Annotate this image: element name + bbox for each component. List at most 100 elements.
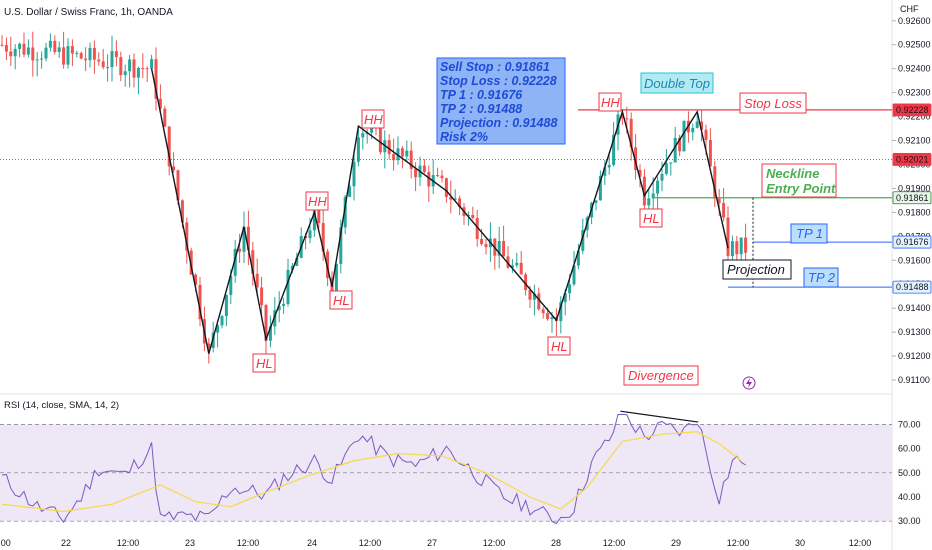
divergence-label[interactable]: Divergence (623, 365, 699, 386)
candle-body (92, 47, 96, 60)
tp1-label[interactable]: TP 1 (790, 223, 828, 244)
candle-body (537, 293, 541, 310)
candle-body (238, 248, 242, 252)
candle-body (132, 59, 136, 78)
candle-body (581, 230, 585, 251)
candle-body (123, 71, 127, 76)
candle-body (713, 166, 717, 199)
time-tick-label: 12:00 (237, 538, 260, 548)
candle-body (26, 47, 30, 55)
swing-label-text: HH (364, 112, 383, 127)
price-tick-label: 0.91900 (898, 183, 931, 193)
price-tag-background (892, 191, 932, 205)
candle-body (700, 121, 704, 130)
divergence-line[interactable] (620, 410, 699, 423)
candle-body (106, 67, 110, 69)
neckline-label[interactable]: Neckline Entry Point (761, 163, 837, 198)
candle-body (484, 244, 488, 248)
candle-body (207, 343, 211, 348)
candle-body (559, 302, 563, 322)
swing-label-text: HL (333, 293, 350, 308)
candle-body (546, 313, 550, 320)
candle-body (735, 241, 739, 255)
stop-loss-label[interactable]: Stop Loss (739, 92, 807, 114)
info-line: Risk 2% (440, 130, 488, 144)
candle-body (163, 108, 167, 127)
chart-title: U.S. Dollar / Swiss Franc, 1h, OANDA (4, 7, 173, 18)
candle-body (224, 294, 228, 317)
rsi-tick-label: 60.00 (898, 444, 921, 454)
candle-body (308, 230, 312, 239)
candle-body (436, 175, 440, 177)
info-line: Stop Loss : 0.92228 (440, 74, 557, 88)
candle-body (172, 166, 176, 171)
time-tick-label: 30 (795, 538, 805, 548)
candle-body (317, 202, 321, 224)
candle-body (673, 137, 677, 163)
candle-body (392, 154, 396, 161)
candle-body (343, 196, 347, 228)
swing-label-hh[interactable]: HH (361, 109, 385, 129)
candle-body (9, 51, 13, 57)
candle-body (708, 140, 712, 167)
candle-body (576, 250, 580, 266)
candle-body (4, 44, 8, 52)
candle-body (101, 61, 105, 68)
candle-body (726, 217, 730, 257)
price-tick-label: 0.91800 (898, 207, 931, 217)
candle-body (722, 203, 726, 218)
candle-body (660, 173, 664, 181)
time-tick-label: 23 (185, 538, 195, 548)
candle-body (167, 126, 171, 167)
candle-body (361, 133, 365, 138)
candle-body (40, 58, 44, 60)
swing-label-hh[interactable]: HH (598, 92, 622, 112)
double-top-background (640, 72, 714, 94)
time-tick-label: 12:00 (117, 538, 140, 548)
price-tag-label: 0.91676 (896, 237, 929, 247)
swing-label-hl[interactable]: HL (547, 336, 571, 356)
candle-body (664, 163, 668, 174)
swing-label-text: HH (308, 194, 327, 209)
info-box[interactable]: Sell Stop : 0.91861 Stop Loss : 0.92228 … (436, 57, 566, 145)
candle-body (0, 44, 4, 46)
candle-body (242, 226, 246, 252)
candle-body (634, 147, 638, 170)
rsi-tick-label: 50.00 (898, 468, 921, 478)
double-top-text: Double Top (644, 76, 710, 91)
candle-body (70, 46, 74, 54)
tp2-text: TP 2 (808, 270, 836, 285)
swing-label-hh[interactable]: HH (305, 191, 329, 211)
rsi-tick-label: 30.00 (898, 516, 921, 526)
swing-label-hl[interactable]: HL (329, 290, 353, 310)
candle-body (119, 57, 123, 76)
time-axis[interactable]: 2:00 22 12:00 23 12:00 24 12:00 27 12:00 28 12:00 2… (0, 538, 871, 548)
candle-body (356, 137, 360, 162)
time-tick-label: 12:00 (359, 538, 382, 548)
swing-label-hl[interactable]: HL (252, 353, 276, 373)
candle-body (607, 165, 611, 168)
rsi-line (1, 413, 746, 525)
entry-point-text: Entry Point (766, 181, 836, 196)
candle-body (471, 215, 475, 219)
candle-body (180, 200, 184, 223)
candle-body (158, 98, 162, 109)
candle-body (22, 43, 26, 55)
alert-icon[interactable] (742, 376, 756, 390)
rsi-title: RSI (14, close, SMA, 14, 2) (4, 400, 119, 411)
double-top-label[interactable]: Double Top (640, 72, 714, 94)
price-tag-background (892, 235, 932, 249)
candle-body (57, 47, 61, 53)
candle-body (612, 134, 616, 166)
price-tick-label: 0.91200 (898, 351, 931, 361)
tp2-label[interactable]: TP 2 (803, 267, 839, 288)
swing-label-text: HL (643, 211, 660, 226)
candle-body (348, 186, 352, 197)
projection-label[interactable]: Projection (722, 259, 792, 280)
time-tick-label: 12:00 (603, 538, 626, 548)
candle-body (286, 269, 290, 304)
candle-body (176, 170, 180, 201)
tp1-text: TP 1 (796, 226, 823, 241)
swing-label-hl[interactable]: HL (639, 208, 663, 228)
time-tick-label: 29 (671, 538, 681, 548)
